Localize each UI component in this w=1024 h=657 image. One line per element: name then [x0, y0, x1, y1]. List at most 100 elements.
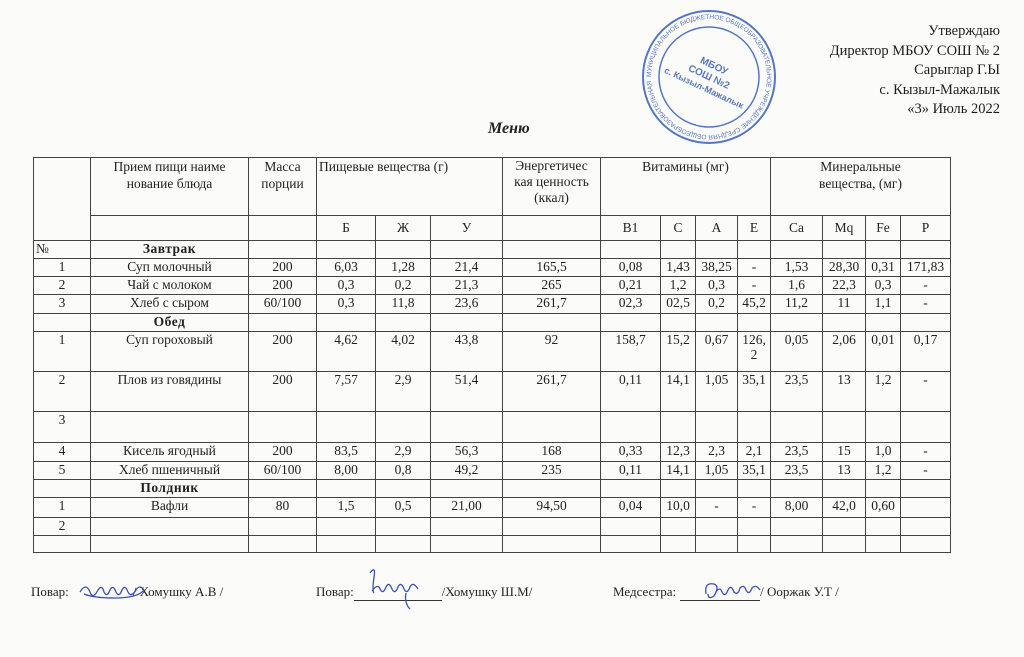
- value-cell: 11: [822, 294, 866, 314]
- value-cell: 200: [248, 371, 317, 412]
- empty-cell: [822, 240, 866, 259]
- value-cell: 235: [502, 461, 601, 480]
- value-cell: [600, 517, 661, 536]
- value-cell: 6,03: [316, 258, 376, 277]
- empty-cell: [375, 479, 431, 498]
- value-cell: 1,2: [865, 461, 901, 480]
- value-cell: 158,7: [600, 331, 661, 372]
- value-cell: 10,0: [660, 497, 696, 518]
- value-cell: 94,50: [502, 497, 601, 518]
- section-row: № Завтрак: [33, 240, 951, 259]
- table-row: 4 Кисель ягодный 200 83,5 2,9 56,3 168 0,33 12,3…: [33, 442, 951, 462]
- value-cell: 49,2: [430, 461, 503, 480]
- value-cell: 14,1: [660, 371, 696, 412]
- header-meal-sub: [90, 215, 249, 241]
- value-cell: 51,4: [430, 371, 503, 412]
- value-cell: 168: [502, 442, 601, 462]
- table-row: 3: [33, 411, 951, 443]
- value-cell: 43,8: [430, 331, 503, 372]
- nurse-handwritten-signature: [705, 583, 761, 599]
- nurse-signature-line: Медсестра: / Ооржак У.Т /: [613, 584, 839, 601]
- dish-name: Суп гороховый: [90, 331, 249, 372]
- cook2-name: /Хомушку Ш.М/: [441, 584, 533, 599]
- value-cell: 15,2: [660, 331, 696, 372]
- nurse-name: / Ооржак У.Т /: [760, 584, 839, 599]
- empty-cell: [660, 479, 696, 498]
- empty-cell: [430, 313, 503, 332]
- row-number: 5: [33, 461, 91, 480]
- subheader-p: P: [900, 215, 951, 241]
- value-cell: 2,9: [375, 371, 431, 412]
- empty-cell: [600, 313, 661, 332]
- empty-cell: [900, 479, 951, 498]
- cook1-label: Повар:: [31, 584, 69, 599]
- value-cell: -: [737, 497, 771, 518]
- value-cell: 15: [822, 442, 866, 462]
- table-row: 5 Хлеб пшеничный 60/100 8,00 0,8 49,2 235 0,11 1…: [33, 461, 951, 480]
- value-cell: 13: [822, 371, 866, 412]
- row-number: 3: [33, 294, 91, 314]
- subheader-ca: Ca: [770, 215, 823, 241]
- value-cell: 261,7: [502, 371, 601, 412]
- value-cell: 21,3: [430, 276, 503, 295]
- header-vitamins: Витамины (мг): [600, 157, 771, 216]
- value-cell: [695, 517, 738, 536]
- value-cell: [600, 411, 661, 443]
- empty-cell: [660, 313, 696, 332]
- cook2-signature-line: Повар: /Хомушку Ш.М/: [316, 584, 532, 601]
- value-cell: [900, 517, 951, 536]
- value-cell: 02,3: [600, 294, 661, 314]
- table-row: 3 Хлеб с сыром 60/100 0,3 11,8 23,6 261,7 02,3 0…: [33, 294, 951, 314]
- empty-cell: [865, 313, 901, 332]
- cook1-handwritten-signature: [79, 586, 145, 599]
- value-cell: 7,57: [316, 371, 376, 412]
- value-cell: [502, 517, 601, 536]
- value-cell: [822, 535, 866, 553]
- value-cell: [248, 517, 317, 536]
- empty-cell: [248, 240, 317, 259]
- value-cell: 0,11: [600, 371, 661, 412]
- empty-cell: [737, 313, 771, 332]
- value-cell: 23,5: [770, 371, 823, 412]
- empty-cell: [770, 240, 823, 259]
- dish-name: [90, 411, 249, 443]
- table-row: 1 Суп гороховый 200 4,62 4,02 43,8 92 158,7 15,2…: [33, 331, 951, 372]
- value-cell: 45,2: [737, 294, 771, 314]
- header-mass-sub: [248, 215, 317, 241]
- approval-line: Директор МБОУ СОШ № 2: [829, 42, 1000, 59]
- value-cell: -: [900, 461, 951, 480]
- value-cell: 2,06: [822, 331, 866, 372]
- empty-cell: [822, 313, 866, 332]
- dish-name: Плов из говядины: [90, 371, 249, 412]
- row-number: [33, 535, 91, 553]
- value-cell: 28,30: [822, 258, 866, 277]
- value-cell: [770, 411, 823, 443]
- nurse-signature: [680, 584, 761, 601]
- value-cell: 2,9: [375, 442, 431, 462]
- value-cell: 0,67: [695, 331, 738, 372]
- cook2-label: Повар:: [316, 584, 354, 599]
- value-cell: -: [695, 497, 738, 518]
- value-cell: [865, 517, 901, 536]
- empty-cell: [316, 313, 376, 332]
- value-cell: 2,3: [695, 442, 738, 462]
- value-cell: [660, 517, 696, 536]
- value-cell: 1,1: [865, 294, 901, 314]
- value-cell: 38,25: [695, 258, 738, 277]
- value-cell: [695, 411, 738, 443]
- value-cell: [375, 535, 431, 553]
- value-cell: [502, 535, 601, 553]
- empty-cell: [316, 240, 376, 259]
- value-cell: [900, 497, 951, 518]
- value-cell: 4,62: [316, 331, 376, 372]
- value-cell: 0,5: [375, 497, 431, 518]
- value-cell: 23,5: [770, 461, 823, 480]
- value-cell: 56,3: [430, 442, 503, 462]
- value-cell: 1,53: [770, 258, 823, 277]
- section-row: Обед: [33, 313, 951, 332]
- value-cell: [737, 517, 771, 536]
- approval-line: Утверждаю: [928, 23, 1000, 39]
- value-cell: 0,05: [770, 331, 823, 372]
- row-number: 2: [33, 371, 91, 412]
- value-cell: 0,2: [375, 276, 431, 295]
